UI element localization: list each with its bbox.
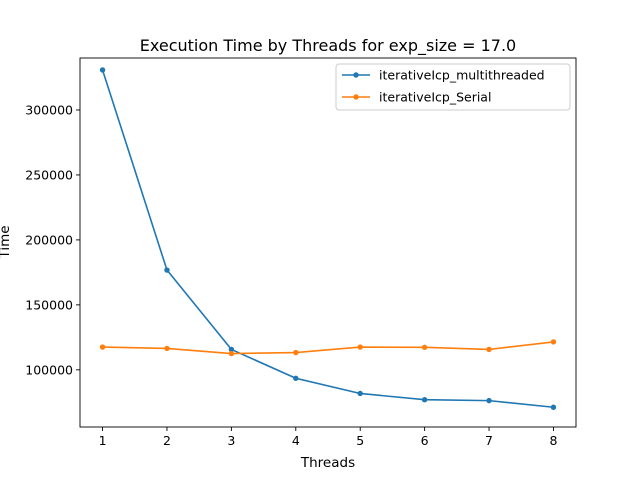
- data-point: [164, 267, 170, 273]
- x-tick-label: 4: [292, 433, 300, 448]
- legend: iterativeIcp_multithreaded iterativeIcp_S…: [335, 63, 571, 111]
- series-2: [99, 339, 557, 357]
- y-axis: 100000 150000 200000 250000 300000: [25, 102, 80, 377]
- x-tick-label: 2: [163, 433, 171, 448]
- y-axis-label: Time: [0, 225, 13, 259]
- data-point: [357, 390, 363, 397]
- data-point: [228, 346, 235, 353]
- legend-item: iterativeIcp_multithreaded: [342, 68, 545, 83]
- data-point: [550, 339, 557, 345]
- plot-area: [99, 67, 557, 410]
- data-point: [228, 350, 235, 357]
- x-tick-label: 6: [421, 433, 429, 448]
- x-axis: 1 2 3 4 5 6 7 8: [99, 427, 557, 448]
- data-point: [421, 397, 428, 403]
- y-tick-label: 100000: [25, 362, 73, 377]
- y-tick-label: 200000: [25, 232, 73, 247]
- data-point: [550, 404, 557, 410]
- data-point: [164, 345, 170, 352]
- y-tick-label: 150000: [25, 297, 73, 312]
- axes-frame: [79, 57, 577, 428]
- legend-marker: [353, 94, 359, 100]
- x-tick-label: 8: [549, 433, 557, 448]
- data-point: [99, 344, 106, 350]
- legend-label: iterativeIcp_Serial: [379, 90, 491, 105]
- x-tick-label: 3: [227, 433, 235, 448]
- legend-marker: [353, 72, 359, 78]
- y-tick-label: 300000: [25, 102, 73, 117]
- chart-title: Execution Time by Threads for exp_size =…: [140, 36, 516, 56]
- x-tick-label: 7: [485, 433, 493, 448]
- y-tick-label: 250000: [25, 167, 73, 182]
- x-axis-label: Threads: [300, 455, 355, 471]
- data-point: [486, 397, 492, 404]
- data-point: [293, 349, 299, 356]
- data-point: [357, 344, 363, 350]
- data-point: [99, 67, 106, 73]
- series-line: [102, 341, 554, 355]
- series-1: [99, 67, 557, 410]
- legend-label: iterativeIcp_multithreaded: [379, 68, 545, 83]
- legend-item: iterativeIcp_Serial: [342, 90, 491, 105]
- data-point: [421, 344, 428, 351]
- legend-box: [335, 63, 571, 111]
- series-line: [101, 69, 554, 409]
- x-tick-label: 5: [356, 433, 364, 448]
- data-point: [293, 375, 299, 381]
- x-tick-label: 1: [99, 433, 107, 448]
- data-point: [486, 346, 492, 353]
